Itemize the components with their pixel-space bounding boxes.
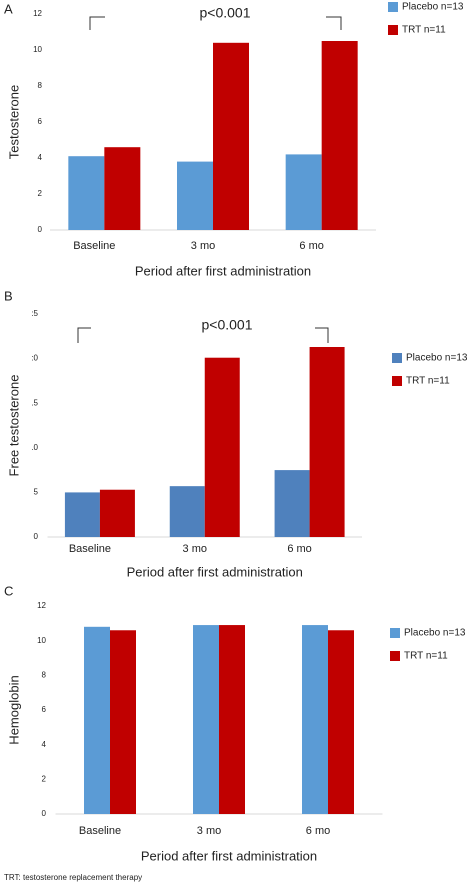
bar xyxy=(99,489,135,537)
y-axis-label: Free testosterone xyxy=(6,375,21,477)
legend-label: TRT n=11 xyxy=(406,376,450,387)
x-tick-label: 3 mo xyxy=(197,825,221,837)
y-tick-label: 6 xyxy=(42,705,47,714)
legend-swatch xyxy=(390,628,400,638)
y-tick-label: 4 xyxy=(38,153,43,162)
annotation: p<0.001 xyxy=(202,317,253,333)
y-tick-label: .5 xyxy=(31,398,38,407)
y-tick-label: 5 xyxy=(34,488,39,497)
annotation: p<0.001 xyxy=(200,5,251,21)
legend-swatch xyxy=(388,2,398,12)
legend-label: Placebo n=13 xyxy=(404,628,466,639)
x-axis-label: Period after first administration xyxy=(127,564,303,579)
bracket xyxy=(89,16,105,30)
y-tick-label: 8 xyxy=(42,670,47,679)
x-tick-label: 6 mo xyxy=(287,543,311,555)
x-tick-label: 6 mo xyxy=(299,240,323,252)
bar xyxy=(68,156,105,230)
y-tick-label: 10 xyxy=(33,45,42,54)
legend-swatch xyxy=(388,25,398,35)
panel-label: A xyxy=(4,1,13,16)
y-tick-label: 8 xyxy=(38,81,43,90)
legend-swatch xyxy=(392,353,402,363)
x-tick-label: Baseline xyxy=(79,825,121,837)
footnote: TRT: testosterone replacement therapy xyxy=(4,873,142,882)
bar xyxy=(84,626,110,814)
y-tick-label: 2 xyxy=(42,774,47,783)
bar xyxy=(309,347,345,537)
y-axis-label: Hemoglobin xyxy=(6,675,21,744)
bar xyxy=(193,625,219,814)
y-tick-label: 10 xyxy=(37,636,46,645)
bar xyxy=(285,154,322,230)
legend-label: TRT n=11 xyxy=(402,25,446,36)
x-tick-label: 3 mo xyxy=(183,543,207,555)
panel-label: B xyxy=(4,288,13,303)
x-tick-label: Baseline xyxy=(69,543,111,555)
y-tick-label: .0 xyxy=(31,443,38,452)
bar xyxy=(328,630,354,814)
y-tick-label: 12 xyxy=(33,9,42,18)
bar xyxy=(204,357,240,537)
bar xyxy=(110,630,136,814)
x-tick-label: 3 mo xyxy=(191,240,215,252)
y-axis-label: Testosterone xyxy=(6,85,21,159)
bar xyxy=(169,486,205,537)
x-tick-label: 6 mo xyxy=(306,825,330,837)
y-tick-label: 0 xyxy=(42,809,47,818)
bar xyxy=(213,42,249,230)
panel-label: C xyxy=(4,583,13,598)
bar xyxy=(104,147,141,230)
legend-swatch xyxy=(392,376,402,386)
x-axis-label: Period after first administration xyxy=(141,848,317,863)
legend-swatch xyxy=(390,651,400,661)
y-tick-label: :5 xyxy=(31,309,38,318)
bar xyxy=(219,625,245,814)
legend-label: Placebo n=13 xyxy=(406,353,468,364)
y-tick-label: 0 xyxy=(38,225,43,234)
y-tick-label: 2 xyxy=(38,189,43,198)
bar xyxy=(274,470,310,537)
legend-label: Placebo n=13 xyxy=(402,2,464,13)
y-tick-label: 12 xyxy=(37,601,46,610)
y-tick-label: :0 xyxy=(31,354,38,363)
bracket xyxy=(315,327,329,343)
bracket xyxy=(326,16,342,30)
legend-label: TRT n=11 xyxy=(404,651,448,662)
bar xyxy=(64,492,100,537)
y-tick-label: 6 xyxy=(38,117,43,126)
bar xyxy=(321,41,358,230)
bar xyxy=(302,625,328,814)
x-tick-label: Baseline xyxy=(73,240,115,252)
y-tick-label: 0 xyxy=(34,532,39,541)
bracket xyxy=(77,327,91,343)
y-tick-label: 4 xyxy=(42,740,47,749)
x-axis-label: Period after first administration xyxy=(135,263,311,278)
bar xyxy=(177,161,213,230)
